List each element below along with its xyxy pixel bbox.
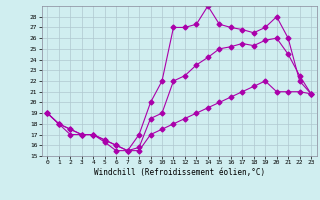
X-axis label: Windchill (Refroidissement éolien,°C): Windchill (Refroidissement éolien,°C) — [94, 168, 265, 177]
